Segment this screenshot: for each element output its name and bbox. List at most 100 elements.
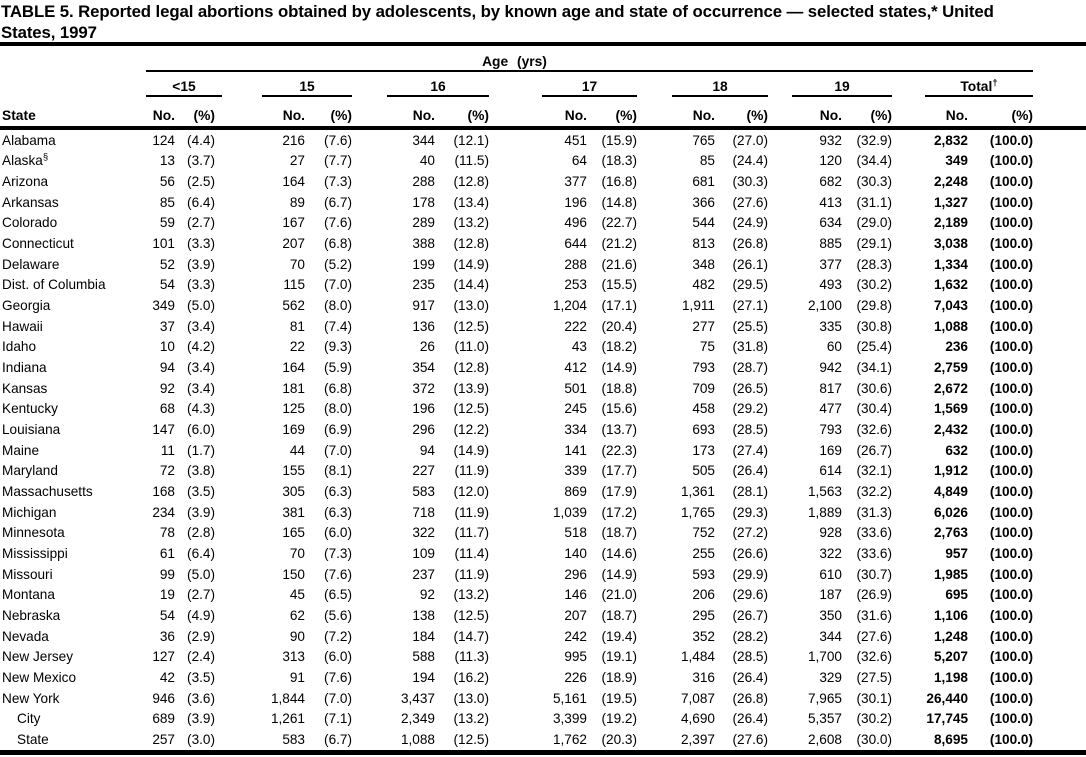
pct-cell: (33.6) <box>856 545 892 561</box>
state-cell: New Jersey <box>2 649 74 665</box>
pct-cell: (3.0) <box>187 731 215 747</box>
spacer-cell <box>1033 151 1086 172</box>
spacer-cell <box>1033 254 1086 275</box>
table-row: New Mexico 42 (3.5) 91 (7.6) 194 (16.2) 226 (18.… <box>0 667 1086 688</box>
pct-cell: (24.9) <box>732 215 768 231</box>
count-cell: 2,763 <box>933 525 968 541</box>
count-cell: 150 <box>282 566 305 582</box>
count-cell: 155 <box>282 463 305 479</box>
count-cell: 140 <box>564 545 587 561</box>
count-cell: 482 <box>692 277 715 293</box>
spacer-cell <box>1033 708 1086 729</box>
state-cell: Missouri <box>2 566 53 582</box>
count-cell: 2,248 <box>933 174 968 190</box>
age-span-row: Age (yrs) <box>0 46 1086 72</box>
pct-cell: (3.9) <box>187 256 215 272</box>
pct-cell: (100.0) <box>989 587 1033 603</box>
count-cell: 295 <box>692 607 715 623</box>
empty-corner-cell <box>0 46 146 71</box>
count-cell: 2,189 <box>933 215 968 231</box>
count-cell: 125 <box>282 401 305 417</box>
pct-cell: (2.4) <box>187 649 215 665</box>
count-cell: 928 <box>819 525 842 541</box>
count-cell: 75 <box>699 339 715 355</box>
table-row: New Jersey 127 (2.4) 313 (6.0) 588 (11.3) 995 (1… <box>0 646 1086 667</box>
pct-cell: (7.3) <box>324 545 352 561</box>
pct-cell: (29.1) <box>856 236 892 252</box>
state-cell: Arizona <box>2 174 49 190</box>
pct-cell: (30.2) <box>856 277 892 293</box>
spacer-cell <box>1033 192 1086 213</box>
count-cell: 89 <box>289 194 305 210</box>
table-row: City 689 (3.9) 1,261 (7.1) 2,349 (13.2) 3,399 (1… <box>0 708 1086 729</box>
pct-cell: (26.6) <box>732 545 768 561</box>
pct-cell: (18.7) <box>601 607 637 623</box>
pct-cell: (18.8) <box>601 380 637 396</box>
count-cell: 169 <box>819 442 842 458</box>
state-cell: Indiana <box>2 360 47 376</box>
table-row: Nebraska 54 (4.9) 62 (5.6) 138 (12.5) 207 (18.7)… <box>0 605 1086 626</box>
pct-cell: (29.2) <box>732 401 768 417</box>
pct-cell: (18.9) <box>601 669 637 685</box>
pct-cell: (17.1) <box>601 298 637 314</box>
pct-cell: (26.7) <box>856 442 892 458</box>
count-cell: 1,261 <box>270 711 305 727</box>
pct-cell: (4.3) <box>187 401 215 417</box>
state-cell: Maine <box>2 442 40 458</box>
group-label: 19 <box>834 79 850 94</box>
count-cell: 178 <box>412 194 435 210</box>
table-title-line2: States, 1997 <box>1 22 97 42</box>
count-cell: 1,204 <box>552 298 587 314</box>
pct-cell: (6.7) <box>324 731 352 747</box>
count-cell: 206 <box>692 587 715 603</box>
state-cell: Idaho <box>2 339 37 355</box>
pct-cell: (34.1) <box>856 360 892 376</box>
pct-cell: (13.2) <box>453 215 489 231</box>
pct-cell: (27.4) <box>732 442 768 458</box>
count-cell: 138 <box>412 607 435 623</box>
pct-cell: (100.0) <box>989 318 1033 334</box>
count-cell: 1,569 <box>933 401 968 417</box>
count-cell: 124 <box>152 132 175 148</box>
pct-cell: (100.0) <box>989 174 1033 190</box>
col-group-15: 15 <box>215 71 352 97</box>
spacer-cell <box>1033 502 1086 523</box>
count-cell: 1,248 <box>933 628 968 644</box>
pct-cell: (7.6) <box>324 215 352 231</box>
count-cell: 173 <box>692 442 715 458</box>
count-cell: 78 <box>159 525 175 541</box>
subheader-row: State No. (%) No. (%) No. (%) No. (%) No… <box>0 97 1086 130</box>
count-cell: 115 <box>283 277 305 293</box>
state-cell: Alaska§ <box>2 151 49 169</box>
pct-cell: (29.3) <box>732 504 768 520</box>
count-cell: 885 <box>819 236 842 252</box>
count-cell: 1,484 <box>680 649 715 665</box>
pct-cell: (6.0) <box>324 525 352 541</box>
count-cell: 194 <box>412 669 435 685</box>
pct-cell: (27.1) <box>732 298 768 314</box>
count-cell: 226 <box>564 669 587 685</box>
pct-cell: (100.0) <box>989 153 1033 169</box>
table-row: Arkansas 85 (6.4) 89 (6.7) 178 (13.4) 196 (14.8)… <box>0 192 1086 213</box>
count-cell: 234 <box>152 504 175 520</box>
pct-cell: (7.1) <box>324 711 352 727</box>
pct-cell: (100.0) <box>989 607 1033 623</box>
count-cell: 316 <box>692 669 715 685</box>
pct-cell: (3.5) <box>187 483 215 499</box>
count-cell: 709 <box>692 380 715 396</box>
count-cell: 199 <box>412 256 435 272</box>
count-cell: 227 <box>412 463 435 479</box>
count-cell: 1,762 <box>552 731 587 747</box>
count-cell: 207 <box>282 236 305 252</box>
pct-header: (%) <box>305 97 352 130</box>
pct-cell: (12.0) <box>453 483 489 499</box>
count-cell: 505 <box>692 463 715 479</box>
pct-cell: (30.8) <box>856 318 892 334</box>
count-cell: 1,632 <box>933 277 968 293</box>
pct-cell: (11.3) <box>454 649 489 665</box>
pct-cell: (100.0) <box>989 132 1033 148</box>
spacer-cell <box>1033 337 1086 358</box>
pct-cell: (1.7) <box>187 442 215 458</box>
pct-cell: (20.3) <box>601 731 637 747</box>
spacer-cell <box>1033 688 1086 709</box>
